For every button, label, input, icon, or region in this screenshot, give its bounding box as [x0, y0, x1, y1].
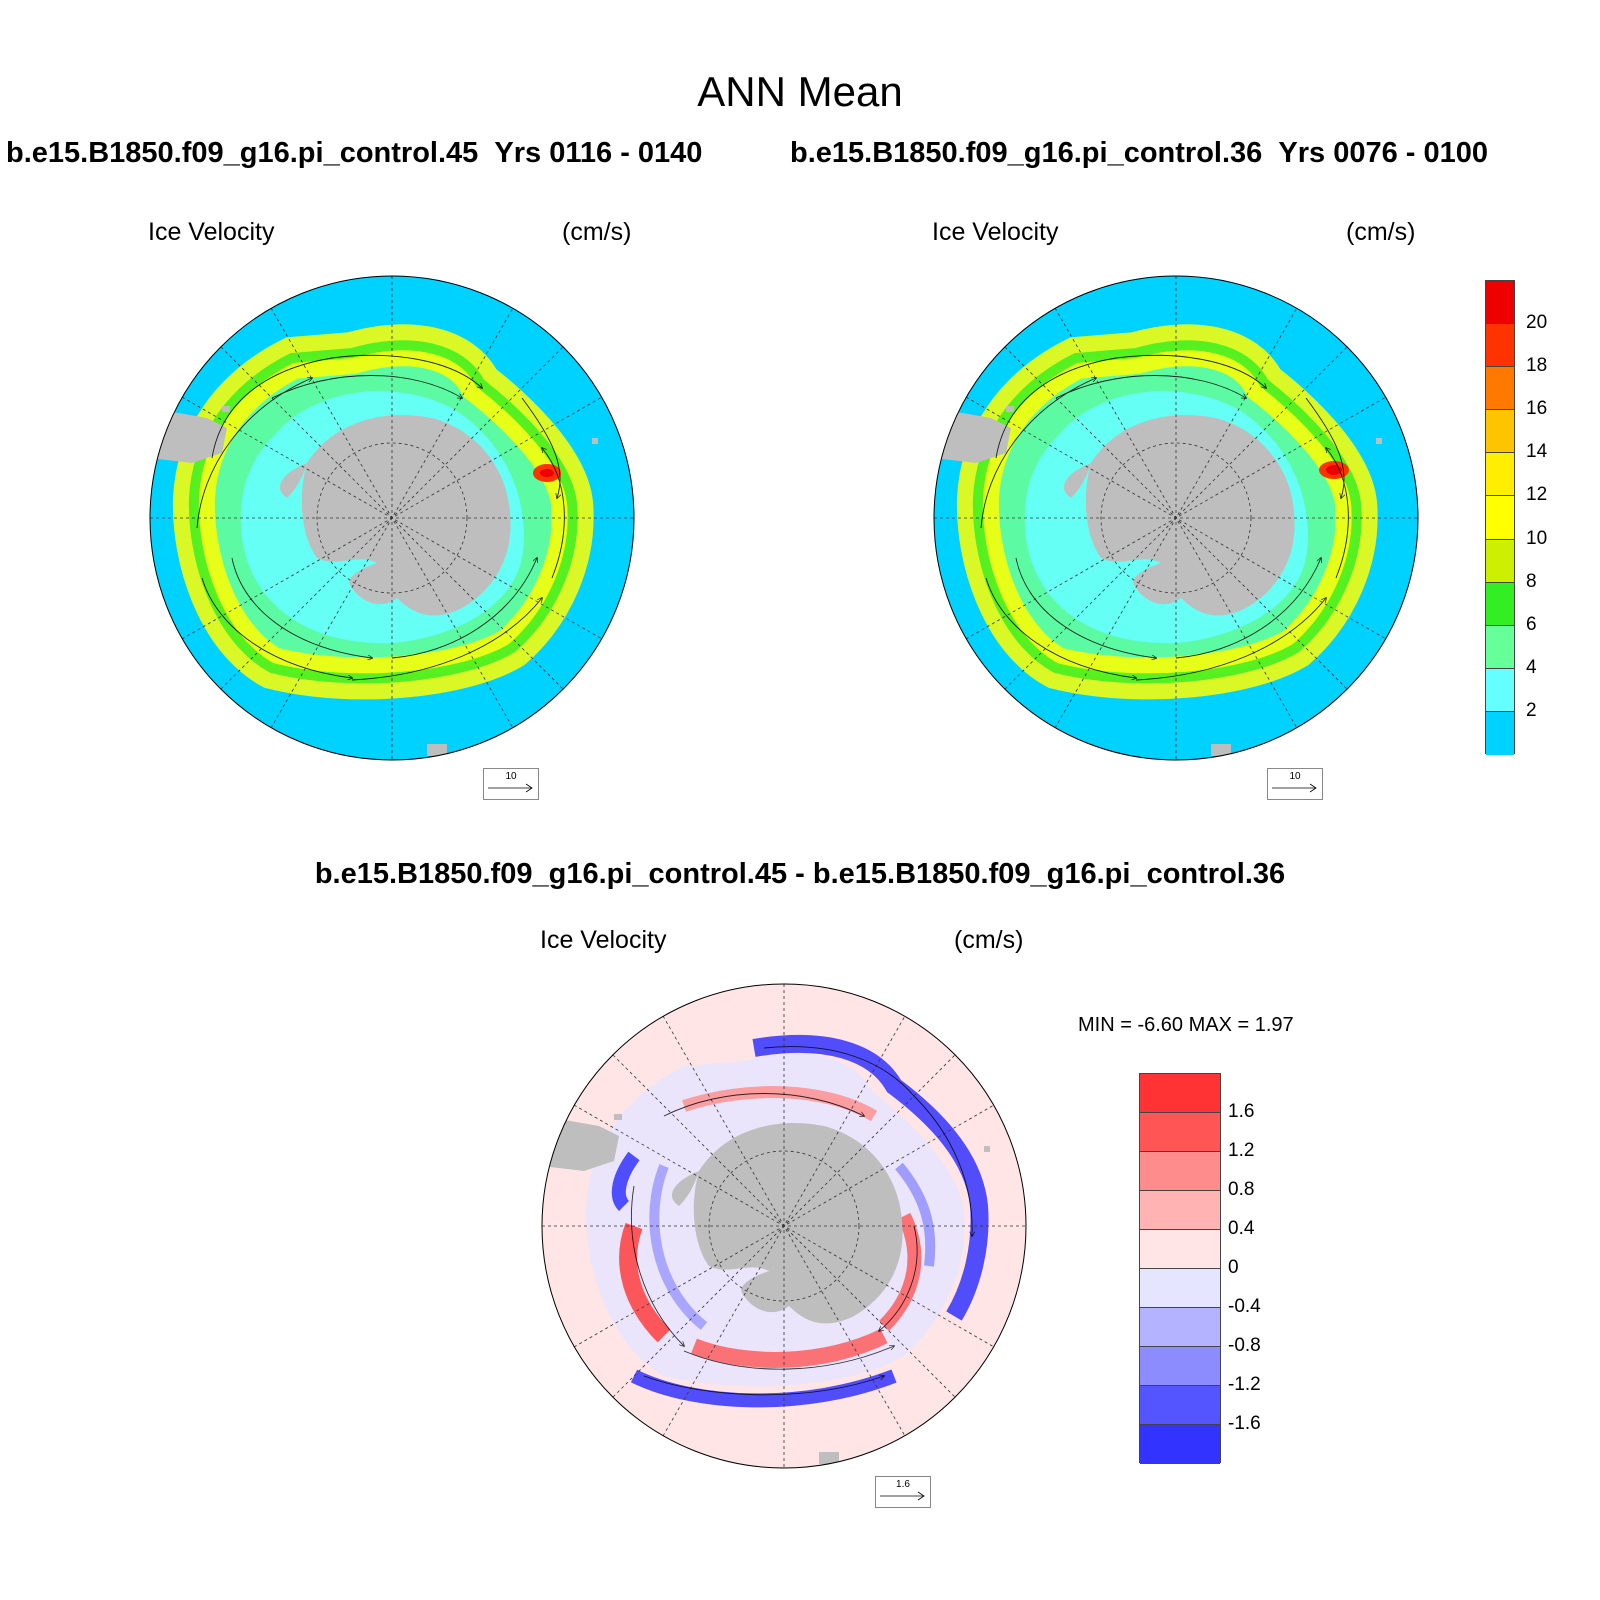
speed-colorbar-labels: 2 4 6 8 10 12 14 16 18 20: [1520, 280, 1580, 754]
colorbar-segment: [1486, 281, 1514, 325]
panel-2-years: Yrs 0076 - 0100: [1278, 137, 1489, 169]
colorbar-tick-label: 4: [1526, 656, 1537, 678]
colorbar-segment: [1140, 1191, 1220, 1230]
colorbar-segment: [1140, 1269, 1220, 1308]
difference-variable: Ice Velocity: [540, 926, 667, 954]
colorbar-segment: [1486, 539, 1514, 583]
panel-1-variable: Ice Velocity: [148, 218, 275, 246]
colorbar-segment: [1140, 1230, 1220, 1269]
ice-velocity-difference-map: [541, 983, 1027, 1469]
ice-velocity-map-panel-2: [933, 275, 1419, 761]
panel-2-heading: b.e15.B1850.f09_g16.pi_control.36 Yrs 00…: [790, 137, 1488, 170]
reference-vector-panel-2-label: 10: [1289, 771, 1301, 782]
difference-colorbar: [1139, 1073, 1221, 1464]
speed-colorbar: [1485, 280, 1515, 755]
colorbar-segment: [1140, 1074, 1220, 1113]
colorbar-tick-label: 0: [1228, 1257, 1239, 1278]
colorbar-segment: [1140, 1308, 1220, 1347]
panel-2-variable: Ice Velocity: [932, 218, 1059, 246]
panel-1-years: Yrs 0116 - 0140: [494, 137, 703, 169]
colorbar-tick-label: -0.4: [1228, 1296, 1261, 1317]
page-title: ANN Mean: [697, 68, 903, 115]
panel-2-units: (cm/s): [1346, 218, 1416, 246]
reference-vector-panel-2: 10: [1267, 768, 1323, 800]
colorbar-tick-label: 14: [1526, 441, 1548, 463]
difference-minmax: MIN = -6.60 MAX = 1.97: [1078, 1014, 1294, 1036]
colorbar-segment: [1140, 1386, 1220, 1425]
colorbar-tick-label: 10: [1526, 527, 1548, 549]
colorbar-segment: [1486, 496, 1514, 540]
colorbar-tick-label: 20: [1526, 312, 1548, 334]
colorbar-segment: [1486, 324, 1514, 368]
colorbar-segment: [1486, 367, 1514, 411]
panel-2-run-name: b.e15.B1850.f09_g16.pi_control.36: [790, 137, 1263, 169]
colorbar-tick-label: 12: [1526, 484, 1548, 506]
colorbar-segment: [1140, 1347, 1220, 1386]
colorbar-segment: [1486, 453, 1514, 497]
colorbar-tick-label: 8: [1526, 570, 1537, 592]
colorbar-segment: [1140, 1425, 1220, 1464]
panel-1-heading: b.e15.B1850.f09_g16.pi_control.45 Yrs 01…: [6, 137, 702, 170]
colorbar-tick-label: 16: [1526, 398, 1548, 420]
colorbar-tick-label: 0.8: [1228, 1179, 1255, 1200]
colorbar-tick-label: 0.4: [1228, 1218, 1255, 1239]
difference-colorbar-labels: -1.6 -1.2 -0.8 -0.4 0 0.4 0.8 1.2 1.6: [1222, 1073, 1282, 1463]
colorbar-tick-label: -1.6: [1228, 1413, 1261, 1434]
difference-title: b.e15.B1850.f09_g16.pi_control.45 - b.e1…: [314, 858, 1286, 890]
panel-1-units: (cm/s): [562, 218, 632, 246]
panel-1-run-name: b.e15.B1850.f09_g16.pi_control.45: [6, 137, 479, 169]
colorbar-tick-label: -1.2: [1228, 1374, 1261, 1395]
reference-vector-difference-label: 1.6: [896, 1479, 910, 1490]
colorbar-segment: [1140, 1152, 1220, 1191]
colorbar-segment: [1140, 1113, 1220, 1152]
ice-velocity-map-panel-1: [149, 275, 635, 761]
reference-vector-panel-1: 10: [483, 768, 539, 800]
colorbar-tick-label: 6: [1526, 613, 1537, 635]
colorbar-segment: [1486, 711, 1514, 755]
reference-vector-difference: 1.6: [875, 1476, 931, 1508]
colorbar-tick-label: 2: [1526, 699, 1537, 721]
difference-units: (cm/s): [954, 926, 1024, 954]
reference-vector-panel-1-label: 10: [505, 771, 517, 782]
colorbar-tick-label: 1.2: [1228, 1140, 1255, 1161]
colorbar-segment: [1486, 410, 1514, 454]
colorbar-tick-label: -0.8: [1228, 1335, 1261, 1356]
reference-arrow-icon: [488, 783, 533, 793]
colorbar-segment: [1486, 668, 1514, 712]
reference-arrow-icon: [1272, 783, 1317, 793]
reference-arrow-icon: [880, 1491, 925, 1501]
colorbar-tick-label: 1.6: [1228, 1101, 1255, 1122]
colorbar-segment: [1486, 582, 1514, 626]
colorbar-tick-label: 18: [1526, 355, 1548, 377]
colorbar-segment: [1486, 625, 1514, 669]
